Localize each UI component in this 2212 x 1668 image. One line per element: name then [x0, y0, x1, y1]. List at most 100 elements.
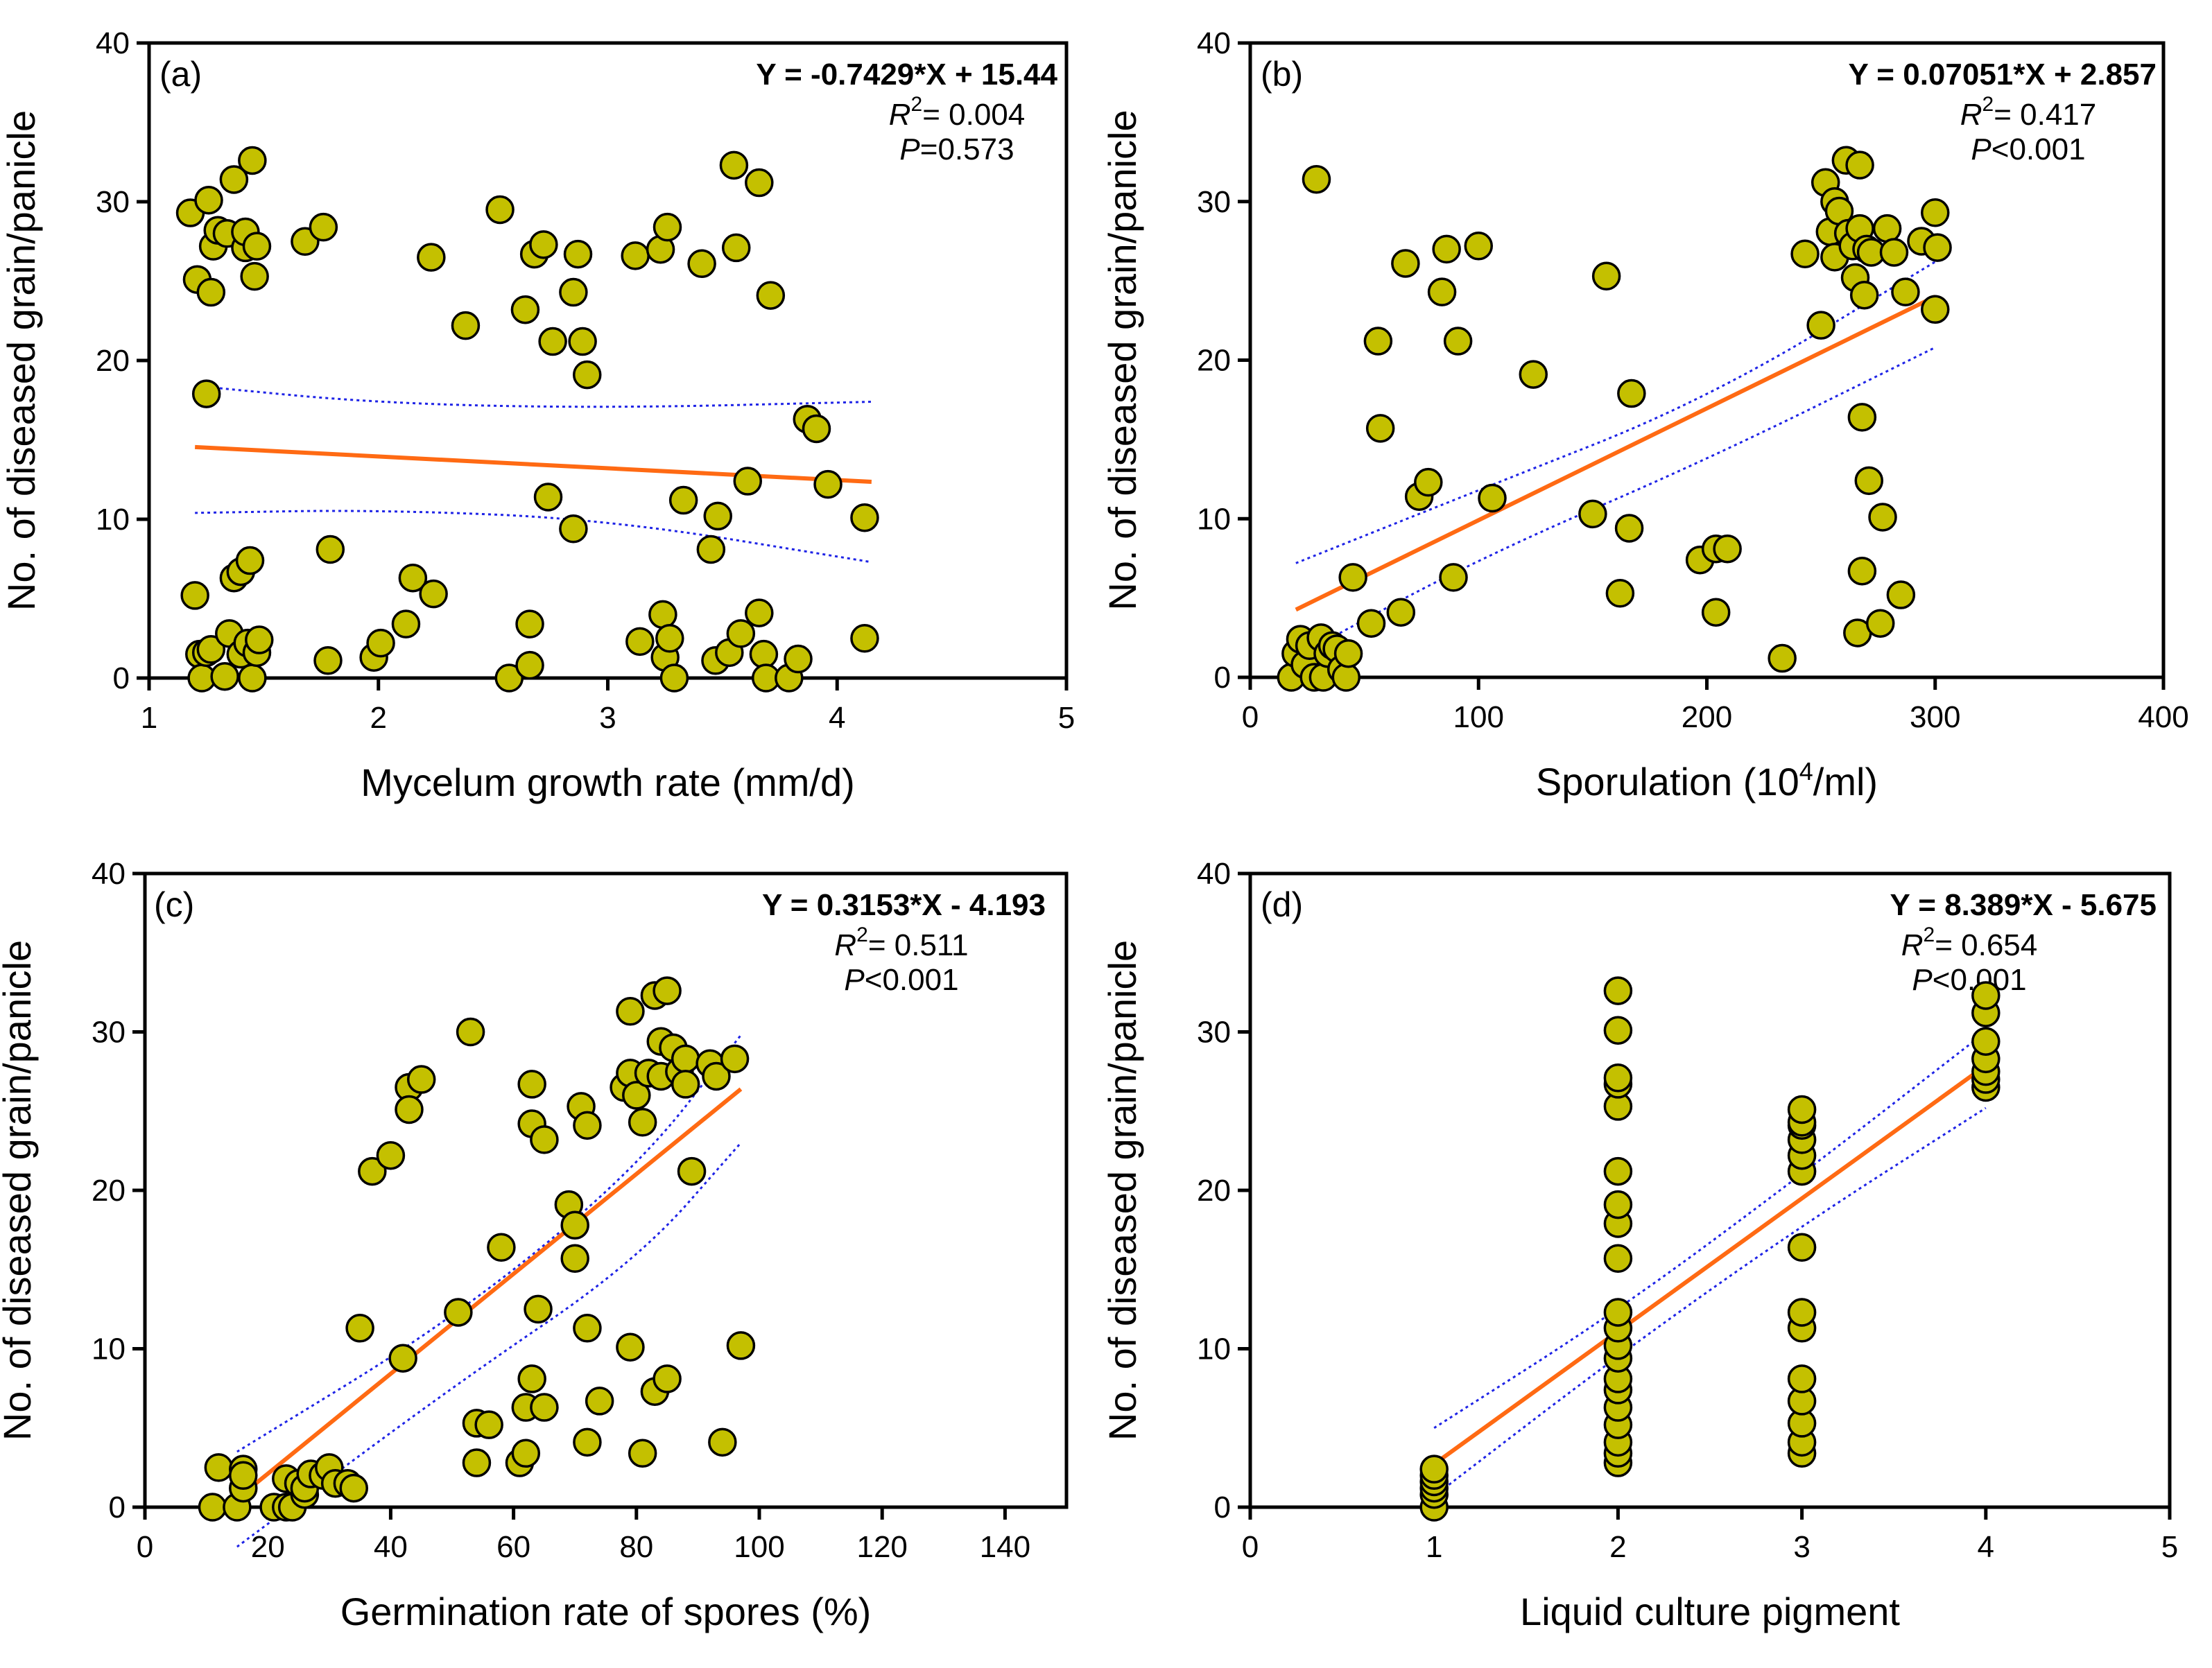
- ci-lower-band: [236, 1142, 742, 1548]
- panel-b: 0 100 200 300 400 0 10 20 30 40 No. of diseased gr…: [1100, 26, 2189, 803]
- data-point: [1787, 1095, 1817, 1124]
- data-point: [628, 1107, 657, 1137]
- y-axis-title: No. of diseased grain/panicle: [1100, 110, 1144, 610]
- x-tick-label: 5: [2161, 1530, 2178, 1564]
- data-point: [1414, 467, 1443, 497]
- data-point: [1872, 214, 1902, 243]
- data-point: [1302, 164, 1331, 194]
- data-point: [708, 1427, 737, 1457]
- y-tick-label: 30: [96, 185, 130, 219]
- data-point: [696, 535, 726, 564]
- data-point: [1603, 1298, 1633, 1327]
- data-point: [191, 379, 221, 408]
- data-point: [538, 327, 567, 356]
- data-point: [628, 1439, 657, 1468]
- r-squared-label: R: [889, 98, 911, 132]
- data-point: [1854, 466, 1884, 496]
- x-tick-label: 40: [374, 1530, 408, 1564]
- y-tick-label: 0: [1214, 661, 1231, 695]
- data-point: [1891, 277, 1920, 306]
- y-tick-label: 0: [113, 661, 130, 695]
- r-squared-sup: 2: [911, 93, 923, 116]
- data-point: [1338, 563, 1367, 592]
- data-point: [1519, 360, 1548, 389]
- data-point: [510, 295, 540, 324]
- data-point: [366, 628, 395, 658]
- data-point: [1605, 579, 1635, 608]
- y-axis-title: No. of diseased grain/panicle: [1100, 940, 1144, 1441]
- p-value-number: =0.573: [920, 132, 1014, 166]
- y-tick-label: 10: [92, 1332, 126, 1366]
- data-point: [245, 625, 274, 654]
- data-point: [850, 624, 879, 653]
- x-tick-label: 4: [829, 701, 845, 735]
- data-point: [388, 1344, 417, 1373]
- data-point: [194, 185, 223, 215]
- p-value-number: <0.001: [865, 963, 959, 997]
- data-point: [671, 1070, 700, 1099]
- data-point: [1333, 638, 1363, 668]
- panel-label: (a): [159, 55, 202, 94]
- y-tick-label: 40: [96, 26, 130, 60]
- data-point: [1365, 414, 1395, 443]
- r-squared-sup: 2: [1982, 93, 1994, 116]
- data-point: [733, 467, 763, 496]
- x-tick-label: 5: [1058, 701, 1075, 735]
- data-point: [1331, 663, 1361, 692]
- x-tick-label: 400: [2138, 700, 2188, 734]
- p-value: P<0.001: [1912, 963, 2026, 997]
- y-tick-label: 40: [92, 857, 126, 891]
- data-point: [1603, 1063, 1633, 1093]
- data-point: [573, 1314, 602, 1343]
- regression-equation: Y = 0.07051*X + 2.857: [1849, 58, 2157, 92]
- p-value-number: <0.001: [1991, 132, 2086, 166]
- data-point: [585, 1387, 614, 1416]
- p-value-label: P: [1971, 132, 1991, 166]
- data-point: [802, 414, 831, 444]
- data-point: [560, 1244, 589, 1274]
- data-point: [524, 1294, 553, 1324]
- x-axis-title: Liquid culture pigment: [1520, 1590, 1900, 1633]
- data-point: [1713, 534, 1742, 564]
- x-axis-title-main: Sporulation (10: [1536, 760, 1799, 803]
- data-point: [529, 230, 558, 259]
- data-point: [474, 1410, 503, 1439]
- x-tick-label: 100: [734, 1530, 784, 1564]
- data-point: [1363, 327, 1393, 356]
- ci-upper-band: [195, 385, 872, 408]
- regression-line: [1295, 295, 1937, 612]
- data-point: [653, 976, 682, 1005]
- data-point: [345, 1314, 374, 1343]
- data-point: [451, 311, 481, 340]
- data-point: [235, 546, 265, 575]
- data-point: [1787, 1298, 1817, 1327]
- data-point: [1921, 295, 1950, 324]
- data-point: [1603, 1156, 1633, 1186]
- x-tick-label: 0: [1242, 1530, 1259, 1564]
- y-tick-label: 10: [96, 503, 130, 537]
- data-point: [1847, 556, 1877, 586]
- data-point: [219, 165, 249, 194]
- data-point: [376, 1140, 406, 1170]
- p-value: P<0.001: [1971, 132, 2085, 166]
- r-squared-label: R: [834, 928, 856, 962]
- x-axis-title-sup: 4: [1799, 757, 1813, 785]
- data-point: [517, 1364, 546, 1393]
- data-point: [1787, 1364, 1817, 1393]
- data-point: [1356, 609, 1386, 638]
- data-point: [313, 646, 343, 675]
- data-point: [1787, 1233, 1817, 1262]
- data-point: [462, 1448, 492, 1477]
- x-tick-label: 120: [856, 1530, 907, 1564]
- data-point: [1591, 261, 1621, 291]
- data-point: [1614, 514, 1644, 543]
- x-tick-label: 3: [1793, 1530, 1810, 1564]
- x-tick-label: 80: [619, 1530, 653, 1564]
- x-tick-label: 1: [1426, 1530, 1442, 1564]
- data-point: [850, 503, 879, 532]
- data-point: [726, 1331, 756, 1360]
- data-point: [1701, 598, 1731, 627]
- data-point: [238, 663, 267, 693]
- data-point: [756, 281, 786, 310]
- x-tick-label: 200: [1682, 700, 1732, 734]
